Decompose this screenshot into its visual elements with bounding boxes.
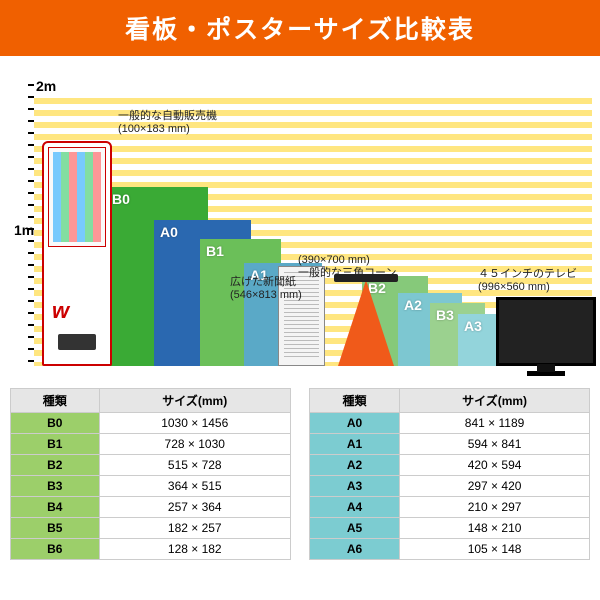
- annot-newspaper: 広げた新聞紙(546×813 mm): [230, 276, 302, 302]
- table-row: B4257 × 364: [11, 497, 291, 518]
- annot-cone: (390×700 mm)一般的な三角コーン: [298, 254, 396, 280]
- table-row: A1594 × 841: [310, 434, 590, 455]
- page-title: 看板・ポスターサイズ比較表: [0, 0, 600, 56]
- table-row: A4210 × 297: [310, 497, 590, 518]
- table-row: A3297 × 420: [310, 476, 590, 497]
- vending-machine: w: [42, 141, 112, 366]
- traffic-cone: [338, 280, 394, 366]
- table-row: B01030 × 1456: [11, 413, 291, 434]
- table-row: A0841 × 1189: [310, 413, 590, 434]
- table-row: A2420 × 594: [310, 455, 590, 476]
- tv: [496, 297, 596, 366]
- comparison-chart: 2m 1m w B0A0B1A1B2A2B3A3 一般的な自動販売機(100×1…: [8, 64, 592, 374]
- size-tables: 種類サイズ(mm) B01030 × 1456B1728 × 1030B2515…: [10, 388, 590, 560]
- a-series-table: 種類サイズ(mm) A0841 × 1189A1594 × 841A2420 ×…: [309, 388, 590, 560]
- table-row: A6105 × 148: [310, 539, 590, 560]
- table-row: B3364 × 515: [11, 476, 291, 497]
- table-row: B2515 × 728: [11, 455, 291, 476]
- ruler-2m: 2m: [36, 78, 56, 94]
- table-row: B5182 × 257: [11, 518, 291, 539]
- annot-tv: ４５インチのテレビ(996×560 mm): [478, 268, 577, 294]
- table-row: B6128 × 182: [11, 539, 291, 560]
- ruler-1m: 1m: [14, 222, 34, 238]
- annot-vending: 一般的な自動販売機(100×183 mm): [118, 110, 217, 136]
- table-row: A5148 × 210: [310, 518, 590, 539]
- table-row: B1728 × 1030: [11, 434, 291, 455]
- b-series-table: 種類サイズ(mm) B01030 × 1456B1728 × 1030B2515…: [10, 388, 291, 560]
